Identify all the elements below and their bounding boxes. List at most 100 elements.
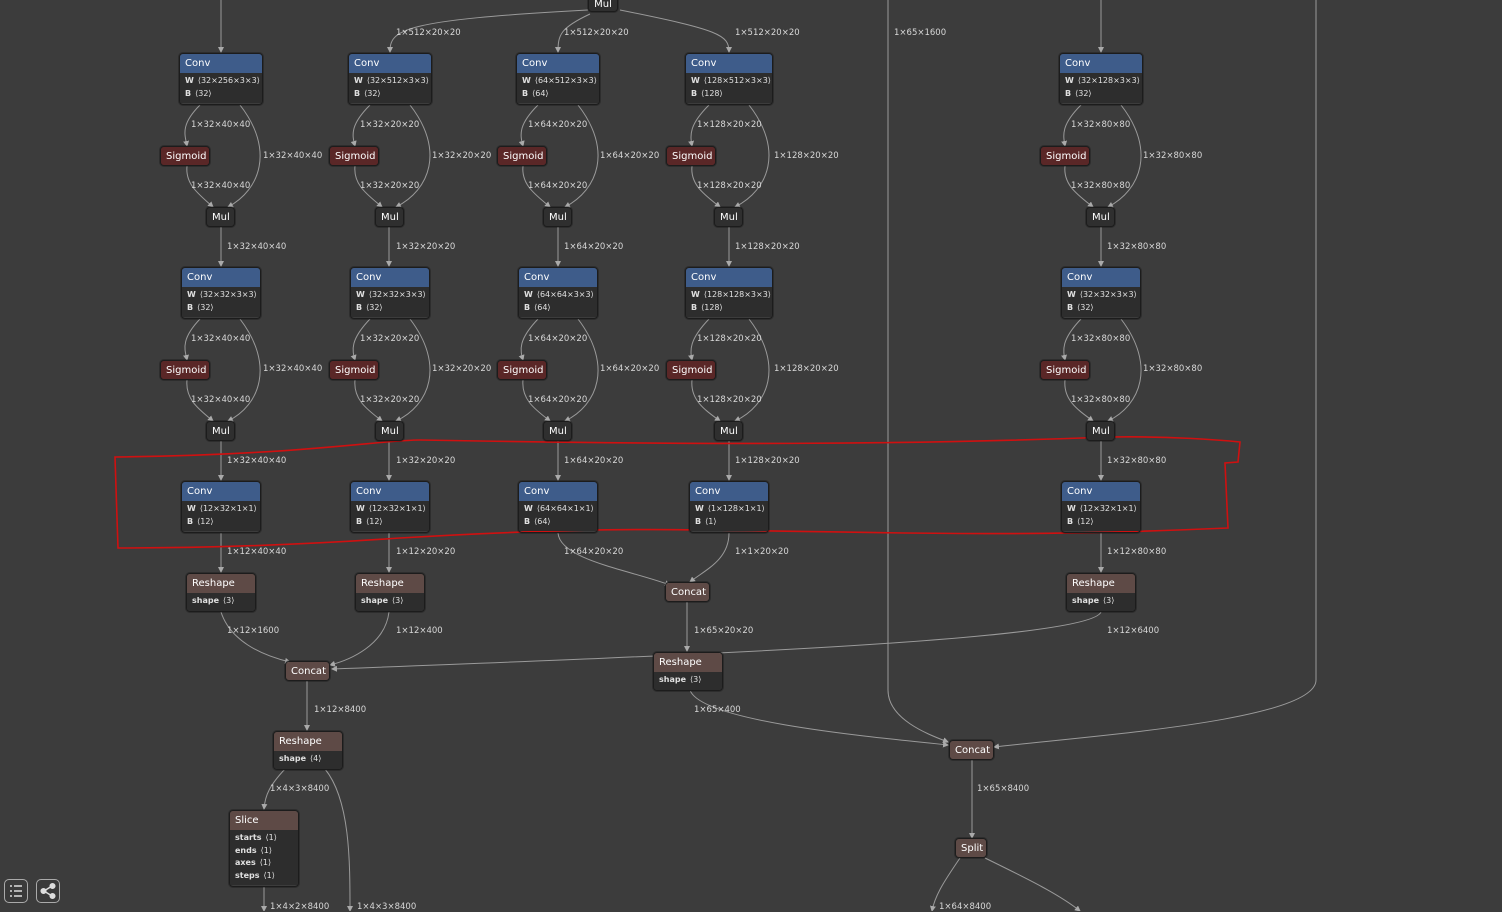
node-op: Conv	[351, 482, 429, 501]
conv-node[interactable]: Conv W ⟨128×512×3×3⟩ B ⟨128⟩	[685, 53, 773, 105]
edge-label: 1×64×20×20	[564, 242, 624, 252]
slice-ends: ⟨1⟩	[260, 845, 272, 855]
reshape-node[interactable]: Reshape shape ⟨3⟩	[355, 573, 425, 612]
list-icon[interactable]	[4, 879, 28, 903]
node-op: Mul	[715, 208, 742, 226]
edge-label: 1×65×1600	[894, 28, 947, 38]
sigmoid-node[interactable]: Sigmoid	[160, 360, 210, 380]
node-op: Sigmoid	[330, 147, 378, 165]
sigmoid-node[interactable]: Sigmoid	[497, 146, 547, 166]
node-op: Mul	[207, 422, 234, 440]
concat-node[interactable]: Concat	[285, 661, 330, 681]
node-op: Conv	[686, 268, 772, 287]
edge-label: 1×32×40×40	[227, 456, 287, 466]
node-op: Reshape	[1067, 574, 1135, 593]
edge-label: 1×64×20×20	[528, 395, 588, 405]
weight-shape: ⟨64×512×3×3⟩	[534, 76, 597, 85]
sigmoid-node[interactable]: Sigmoid	[160, 146, 210, 166]
reshape-node[interactable]: Reshape shape ⟨3⟩	[1066, 573, 1136, 612]
node-op: Split	[956, 839, 986, 857]
node-op: Conv	[690, 482, 768, 501]
node-op: Conv	[686, 54, 772, 73]
conv-node[interactable]: Conv W ⟨32×512×3×3⟩ B ⟨32⟩	[348, 53, 432, 105]
conv-node[interactable]: Conv W ⟨32×32×3×3⟩ B ⟨32⟩	[350, 267, 430, 319]
sigmoid-node[interactable]: Sigmoid	[666, 146, 716, 166]
edge-label: 1×4×3×8400	[270, 784, 330, 794]
mul-node[interactable]: Mul	[1086, 207, 1115, 227]
conv-node[interactable]: Conv W ⟨32×128×3×3⟩ B ⟨32⟩	[1059, 53, 1143, 105]
slice-steps: ⟨1⟩	[263, 870, 275, 880]
mul-node[interactable]: Mul	[588, 0, 618, 12]
reshape-node[interactable]: Reshape shape ⟨4⟩	[273, 731, 343, 770]
mul-node[interactable]: Mul	[714, 421, 743, 441]
mul-node[interactable]: Mul	[206, 207, 235, 227]
conv-node[interactable]: Conv W ⟨32×32×3×3⟩ B ⟨32⟩	[1061, 267, 1141, 319]
mul-node[interactable]: Mul	[543, 207, 572, 227]
concat-node[interactable]: Concat	[949, 740, 994, 760]
mul-node[interactable]: Mul	[206, 421, 235, 441]
edge-label: 1×4×3×8400	[357, 902, 417, 912]
edge-label: 1×12×1600	[227, 626, 280, 636]
bias-shape: ⟨64⟩	[534, 302, 551, 312]
edge-label: 1×128×20×20	[697, 395, 762, 405]
split-node[interactable]: Split	[955, 838, 987, 858]
conv-node[interactable]: Conv W ⟨64×512×3×3⟩ B ⟨64⟩	[516, 53, 600, 105]
slice-node[interactable]: Slice starts ⟨1⟩ ends ⟨1⟩ axes ⟨1⟩ steps ⟨1⟩	[229, 810, 299, 887]
edge-label: 1×64×20×20	[528, 120, 588, 130]
node-op: Conv	[517, 54, 599, 73]
node-op: Sigmoid	[161, 147, 209, 165]
edge-label: 1×32×20×20	[396, 242, 456, 252]
concat-node[interactable]: Concat	[665, 582, 710, 602]
edge-label: 1×512×20×20	[396, 28, 461, 38]
mul-node[interactable]: Mul	[1086, 421, 1115, 441]
bias-shape: ⟨12⟩	[366, 516, 383, 526]
edge-label: 1×32×40×40	[191, 395, 251, 405]
bias-shape: ⟨32⟩	[197, 302, 214, 312]
edge-label: 1×32×20×20	[432, 364, 492, 374]
sigmoid-node[interactable]: Sigmoid	[1040, 360, 1090, 380]
reshape-node[interactable]: Reshape shape ⟨3⟩	[653, 652, 723, 691]
edge-label: 1×32×20×20	[360, 181, 420, 191]
edge-label: 1×32×20×20	[360, 395, 420, 405]
conv-node[interactable]: Conv W ⟨64×64×1×1⟩ B ⟨64⟩	[518, 481, 598, 533]
node-op: Conv	[1060, 54, 1142, 73]
edge-label: 1×12×20×20	[396, 547, 456, 557]
node-op: Sigmoid	[667, 147, 715, 165]
sigmoid-node[interactable]: Sigmoid	[1040, 146, 1090, 166]
conv-node[interactable]: Conv W ⟨12×32×1×1⟩ B ⟨12⟩	[1061, 481, 1141, 533]
conv-node[interactable]: Conv W ⟨12×32×1×1⟩ B ⟨12⟩	[350, 481, 430, 533]
node-op: Slice	[230, 811, 298, 830]
conv-node[interactable]: Conv W ⟨32×32×3×3⟩ B ⟨32⟩	[181, 267, 261, 319]
conv-node[interactable]: Conv W ⟨1×128×1×1⟩ B ⟨1⟩	[689, 481, 769, 533]
bias-shape: ⟨12⟩	[1077, 516, 1094, 526]
conv-node[interactable]: Conv W ⟨64×64×3×3⟩ B ⟨64⟩	[518, 267, 598, 319]
sigmoid-node[interactable]: Sigmoid	[666, 360, 716, 380]
node-op: Conv	[1062, 482, 1140, 501]
sigmoid-node[interactable]: Sigmoid	[497, 360, 547, 380]
mul-node[interactable]: Mul	[714, 207, 743, 227]
node-op: Conv	[1062, 268, 1140, 287]
weight-shape: ⟨32×128×3×3⟩	[1077, 76, 1140, 85]
edge-label: 1×32×40×40	[227, 242, 287, 252]
bias-shape: ⟨1⟩	[705, 516, 717, 526]
mul-node[interactable]: Mul	[375, 421, 404, 441]
edge-label: 1×12×400	[396, 626, 443, 636]
mul-node[interactable]: Mul	[375, 207, 404, 227]
mul-node[interactable]: Mul	[543, 421, 572, 441]
sigmoid-node[interactable]: Sigmoid	[329, 360, 379, 380]
share-icon[interactable]	[36, 879, 60, 903]
reshape-node[interactable]: Reshape shape ⟨3⟩	[186, 573, 256, 612]
sigmoid-node[interactable]: Sigmoid	[329, 146, 379, 166]
node-op: Mul	[589, 0, 617, 11]
node-op: Conv	[351, 268, 429, 287]
conv-node[interactable]: Conv W ⟨128×128×3×3⟩ B ⟨128⟩	[685, 267, 773, 319]
edge-label: 1×64×20×20	[528, 181, 588, 191]
conv-node[interactable]: Conv W ⟨12×32×1×1⟩ B ⟨12⟩	[181, 481, 261, 533]
bias-shape: ⟨32⟩	[366, 302, 383, 312]
slice-starts: ⟨1⟩	[265, 833, 277, 842]
conv-node[interactable]: Conv W ⟨32×256×3×3⟩ B ⟨32⟩	[179, 53, 263, 105]
node-op: Conv	[182, 482, 260, 501]
node-op: Sigmoid	[498, 361, 546, 379]
slice-axes: ⟨1⟩	[259, 858, 272, 867]
